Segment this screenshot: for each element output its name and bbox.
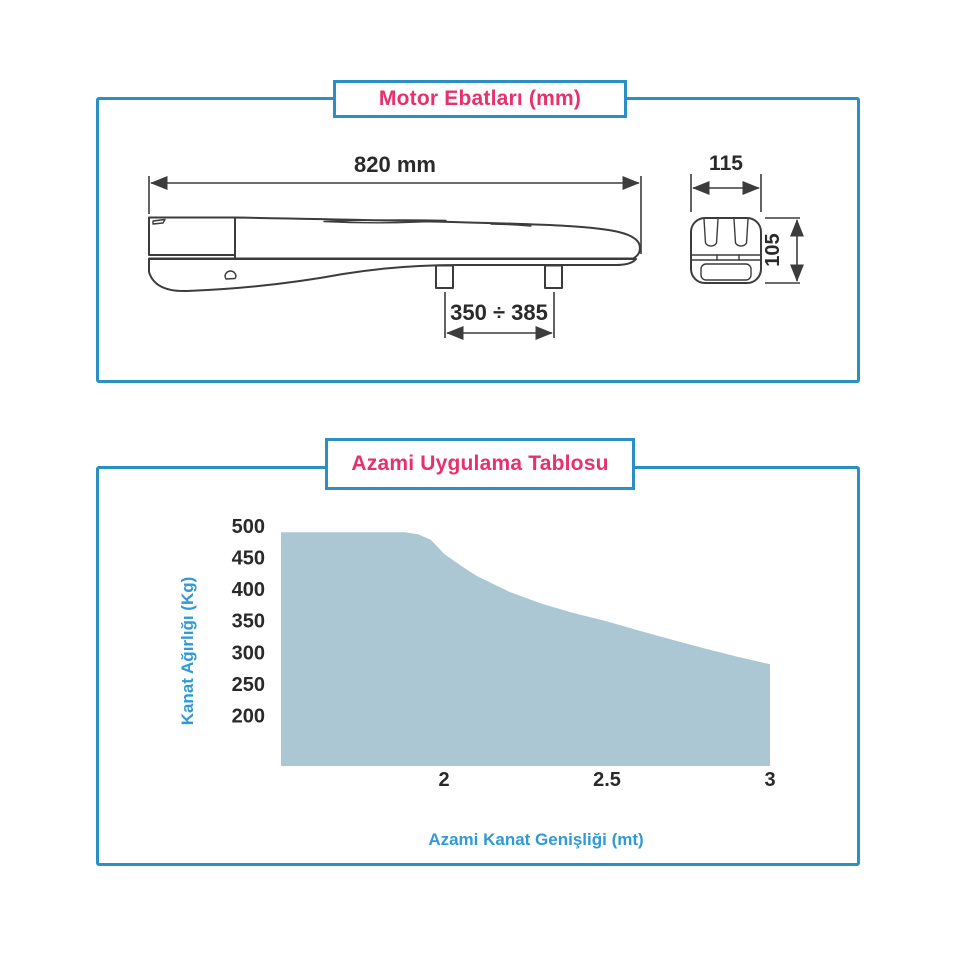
dimension-820: 820 mm: [148, 152, 642, 254]
dimension-105-label: 105: [762, 233, 784, 266]
y-axis-tick-labels: 500 450 400 350 300 250 200: [232, 516, 265, 728]
y-tick-label: 200: [232, 706, 265, 728]
application-chart-title-box: Azami Uygulama Tablosu: [325, 438, 635, 490]
application-chart-panel: 500 450 400 350 300 250 200 2 2.5 3 Kanat Ağırlı…: [96, 466, 860, 866]
chart-area-shape: [281, 532, 770, 766]
y-tick-label: 400: [232, 579, 265, 601]
motor-dimensions-title: Motor Ebatları (mm): [378, 87, 582, 110]
motor-dimensions-title-box: Motor Ebatları (mm): [333, 80, 627, 118]
x-axis-title: Azami Kanat Genişliği (mt): [428, 830, 644, 849]
y-tick-label: 300: [232, 642, 265, 664]
y-tick-label: 500: [232, 516, 265, 538]
dimension-820-label: 820 mm: [354, 152, 436, 177]
dimension-115: 115: [690, 152, 762, 212]
y-tick-label: 350: [232, 611, 265, 633]
dimension-115-label: 115: [709, 152, 743, 175]
x-axis-tick-labels: 2 2.5 3: [438, 769, 775, 791]
dimension-105: 105: [762, 217, 805, 284]
x-tick-label: 2: [438, 769, 449, 791]
y-tick-label: 450: [232, 548, 265, 570]
y-axis-title: Kanat Ağırlığı (Kg): [178, 576, 197, 726]
motor-side-view: [148, 216, 641, 293]
x-tick-label: 2.5: [593, 769, 621, 791]
motor-end-view: [690, 217, 762, 284]
application-chart-title: Azami Uygulama Tablosu: [351, 452, 609, 475]
motor-technical-drawing: 820 mm: [148, 152, 805, 341]
dimension-350-385-label: 350 ÷ 385: [450, 300, 548, 325]
dimension-350-385: 350 ÷ 385: [444, 292, 555, 341]
motor-dimensions-panel: 820 mm: [96, 97, 860, 383]
y-tick-label: 250: [232, 674, 265, 696]
x-tick-label: 3: [764, 769, 775, 791]
